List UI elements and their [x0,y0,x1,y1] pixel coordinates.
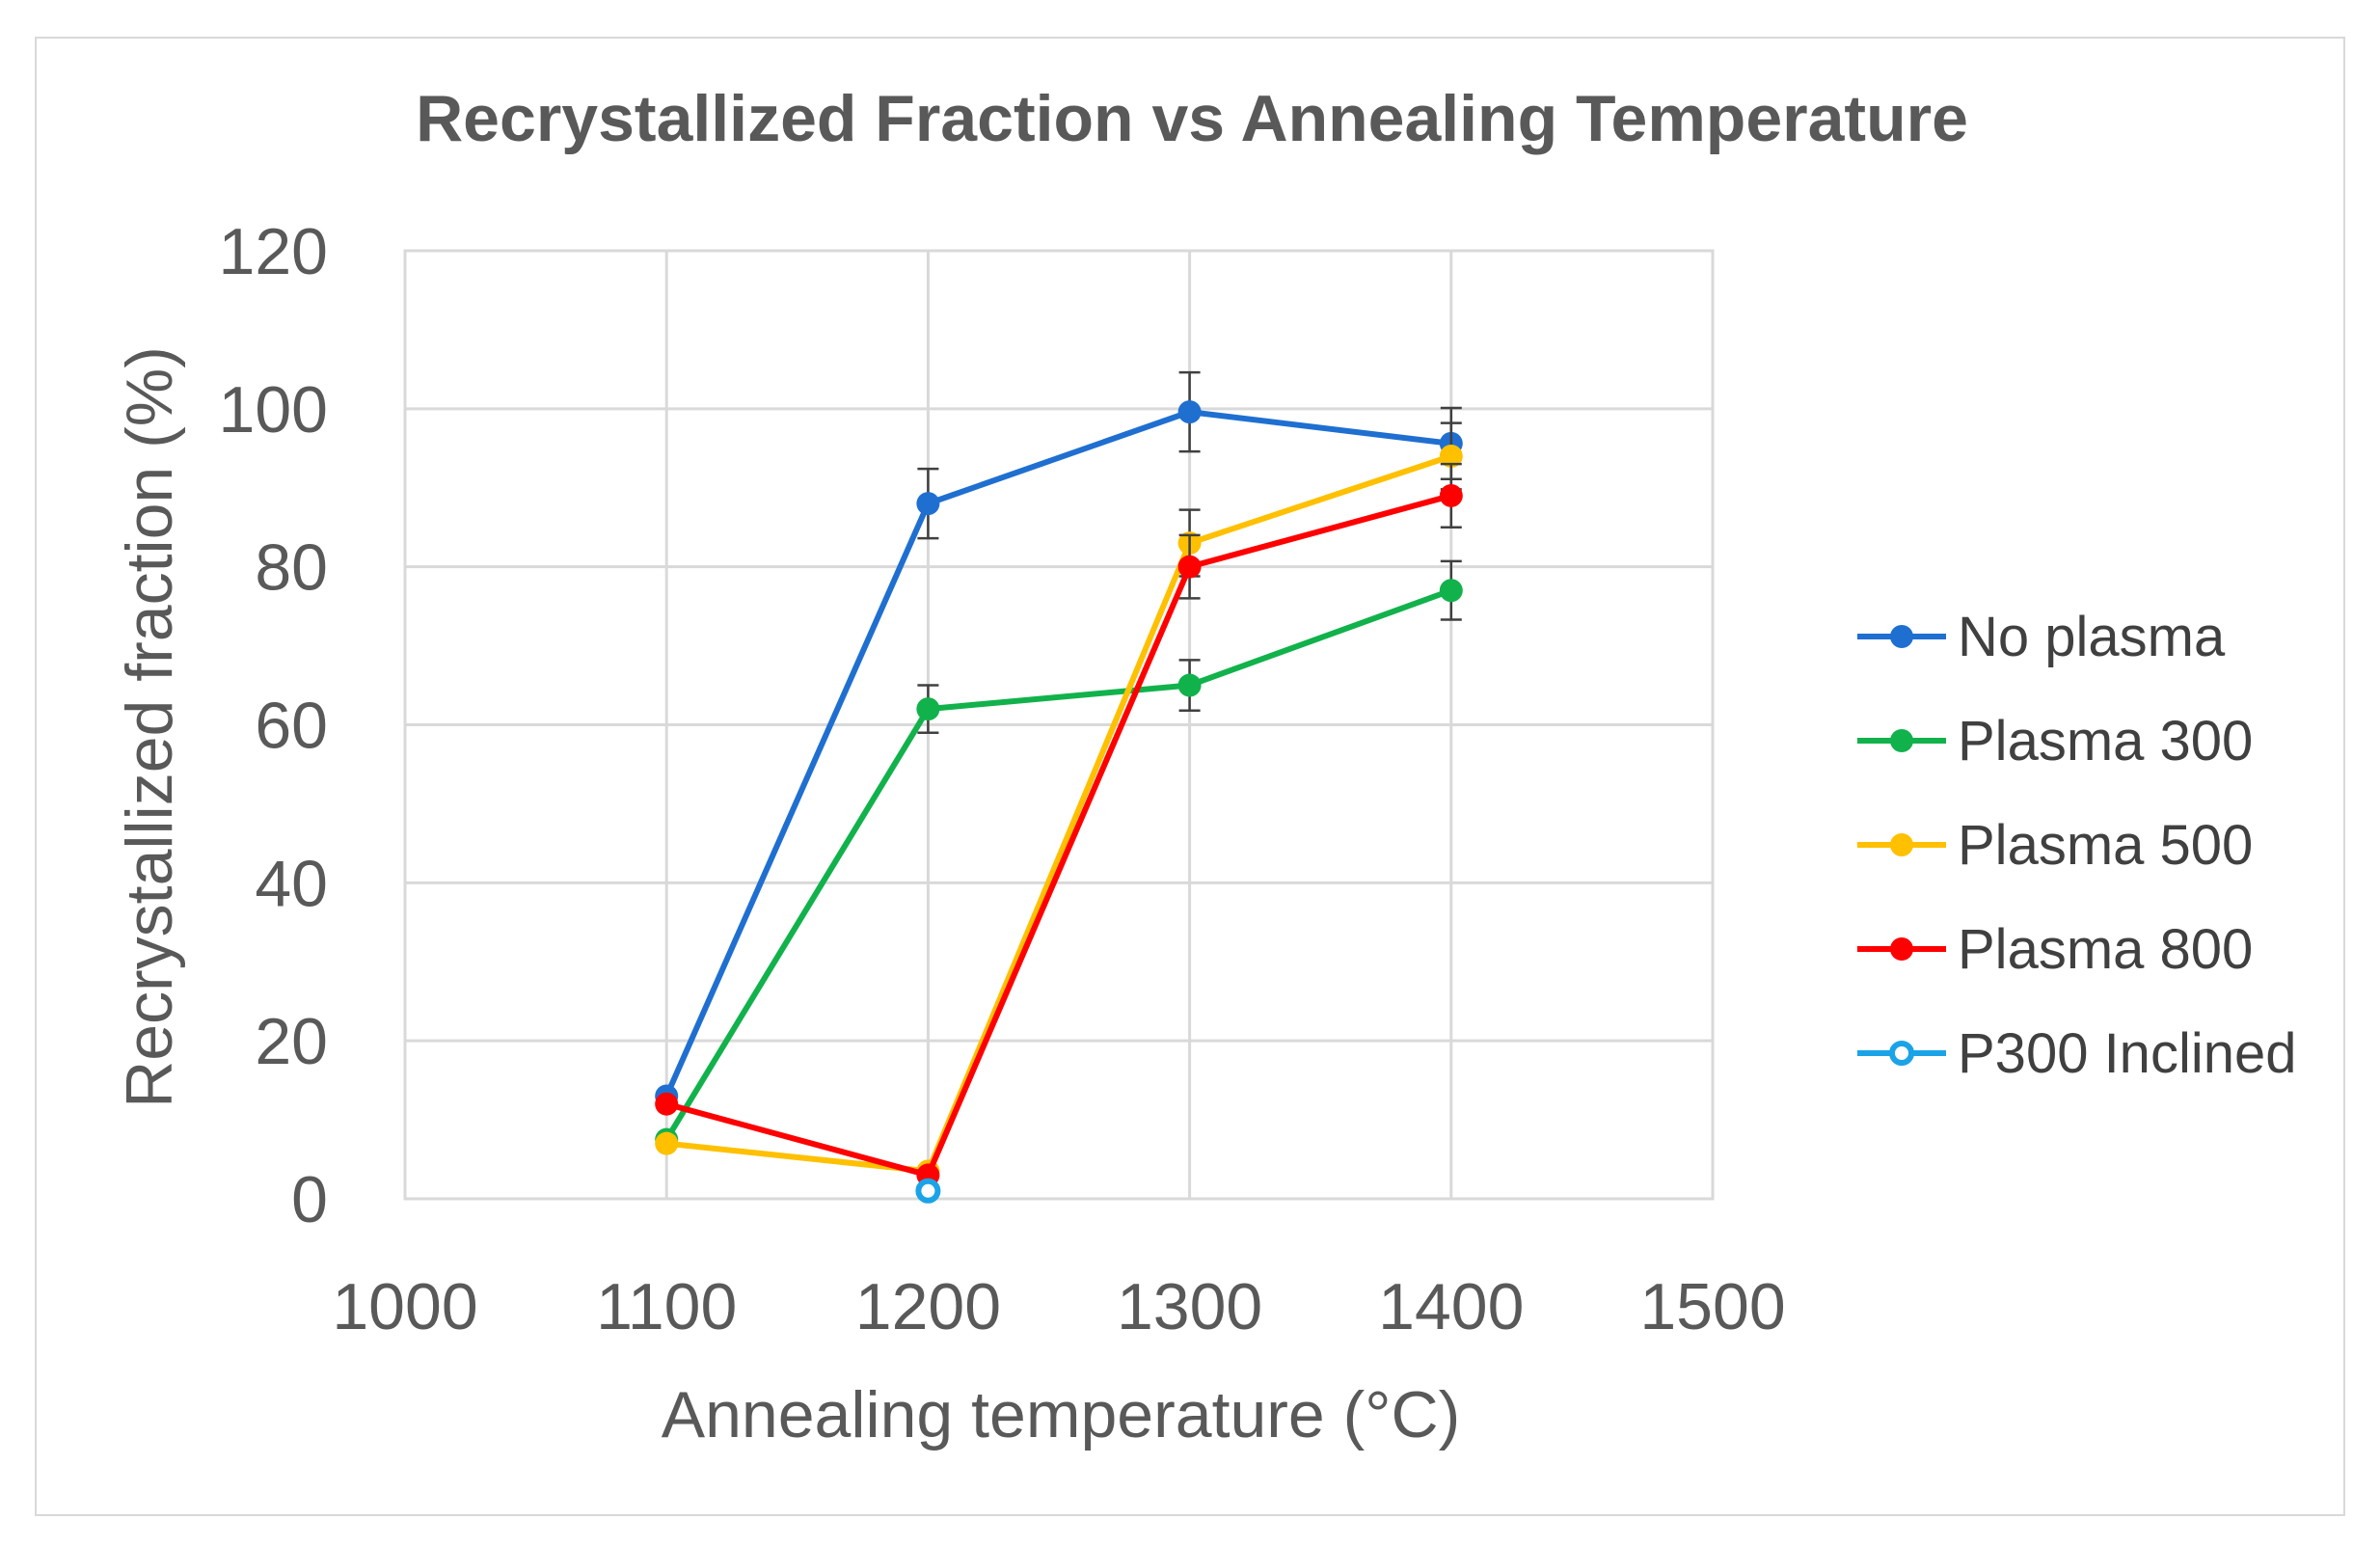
x-tick-label: 1500 [1639,1270,1785,1343]
data-point [655,1092,679,1116]
y-tick-label: 120 [219,215,328,288]
x-tick-label: 1100 [596,1270,737,1343]
data-point [1177,555,1202,579]
legend-item-p300-inclined[interactable]: P300 Inclined [1857,1022,2296,1085]
x-tick-label: 1400 [1378,1270,1524,1343]
data-point [1439,483,1463,507]
legend-item-plasma-800[interactable]: Plasma 800 [1857,918,2253,981]
x-tick-label: 1200 [855,1270,1001,1343]
data-point [655,1131,679,1155]
y-tick-label: 40 [255,847,328,920]
x-axis: 1000 1100 1200 1300 1400 1500 [332,1270,1785,1343]
legend-item-no-plasma[interactable]: No plasma [1857,606,2226,668]
data-point [916,492,940,516]
legend-item-plasma-300[interactable]: Plasma 300 [1857,710,2253,773]
gridlines [403,249,1715,1201]
x-axis-label: Annealing temperature (°C) [662,1378,1460,1451]
data-point [1439,579,1463,603]
plot-area-border [403,249,1715,1201]
y-axis-label: Recrystallized fraction (%) [113,346,186,1108]
legend-label: No plasma [1958,606,2226,668]
chart-title: Recrystallized Fraction vs Annealing Tem… [416,82,1968,155]
data-point [1177,400,1202,424]
legend-item-plasma-500[interactable]: Plasma 500 [1857,814,2253,877]
x-tick-label: 1000 [332,1270,477,1343]
legend: No plasma Plasma 300 Plasma 500 Plasma 800 P… [1857,606,2296,1085]
series-line [663,409,1452,1098]
data-point [916,697,940,721]
legend-swatch-marker [1890,729,1913,752]
legend-label: Plasma 500 [1958,814,2253,877]
series-p300-inclined [915,1178,941,1204]
series-no-plasma [655,370,1463,1108]
y-tick-label: 60 [255,690,328,763]
legend-swatch-marker [1890,937,1913,961]
legend-label: Plasma 800 [1958,918,2253,981]
data-point [1439,444,1463,468]
data-point [1177,673,1202,697]
data-point [915,1178,941,1204]
legend-swatch-marker [1890,625,1913,648]
series-line [663,587,1452,1142]
y-tick-label: 80 [255,531,328,605]
series-layer [655,370,1463,1204]
series-plasma-500 [655,421,1463,1183]
y-tick-label: 0 [291,1163,328,1236]
legend-label: P300 Inclined [1958,1022,2296,1085]
legend-swatch-marker [1889,1041,1914,1066]
legend-label: Plasma 300 [1958,710,2253,773]
x-tick-label: 1300 [1117,1270,1262,1343]
series-line [665,493,1452,1179]
series-line [665,453,1452,1175]
series-plasma-800 [655,462,1463,1187]
y-tick-label: 20 [255,1005,328,1078]
y-axis: 0 20 40 60 80 100 120 [219,215,328,1236]
y-tick-label: 100 [219,373,328,447]
legend-swatch-marker [1890,833,1913,856]
